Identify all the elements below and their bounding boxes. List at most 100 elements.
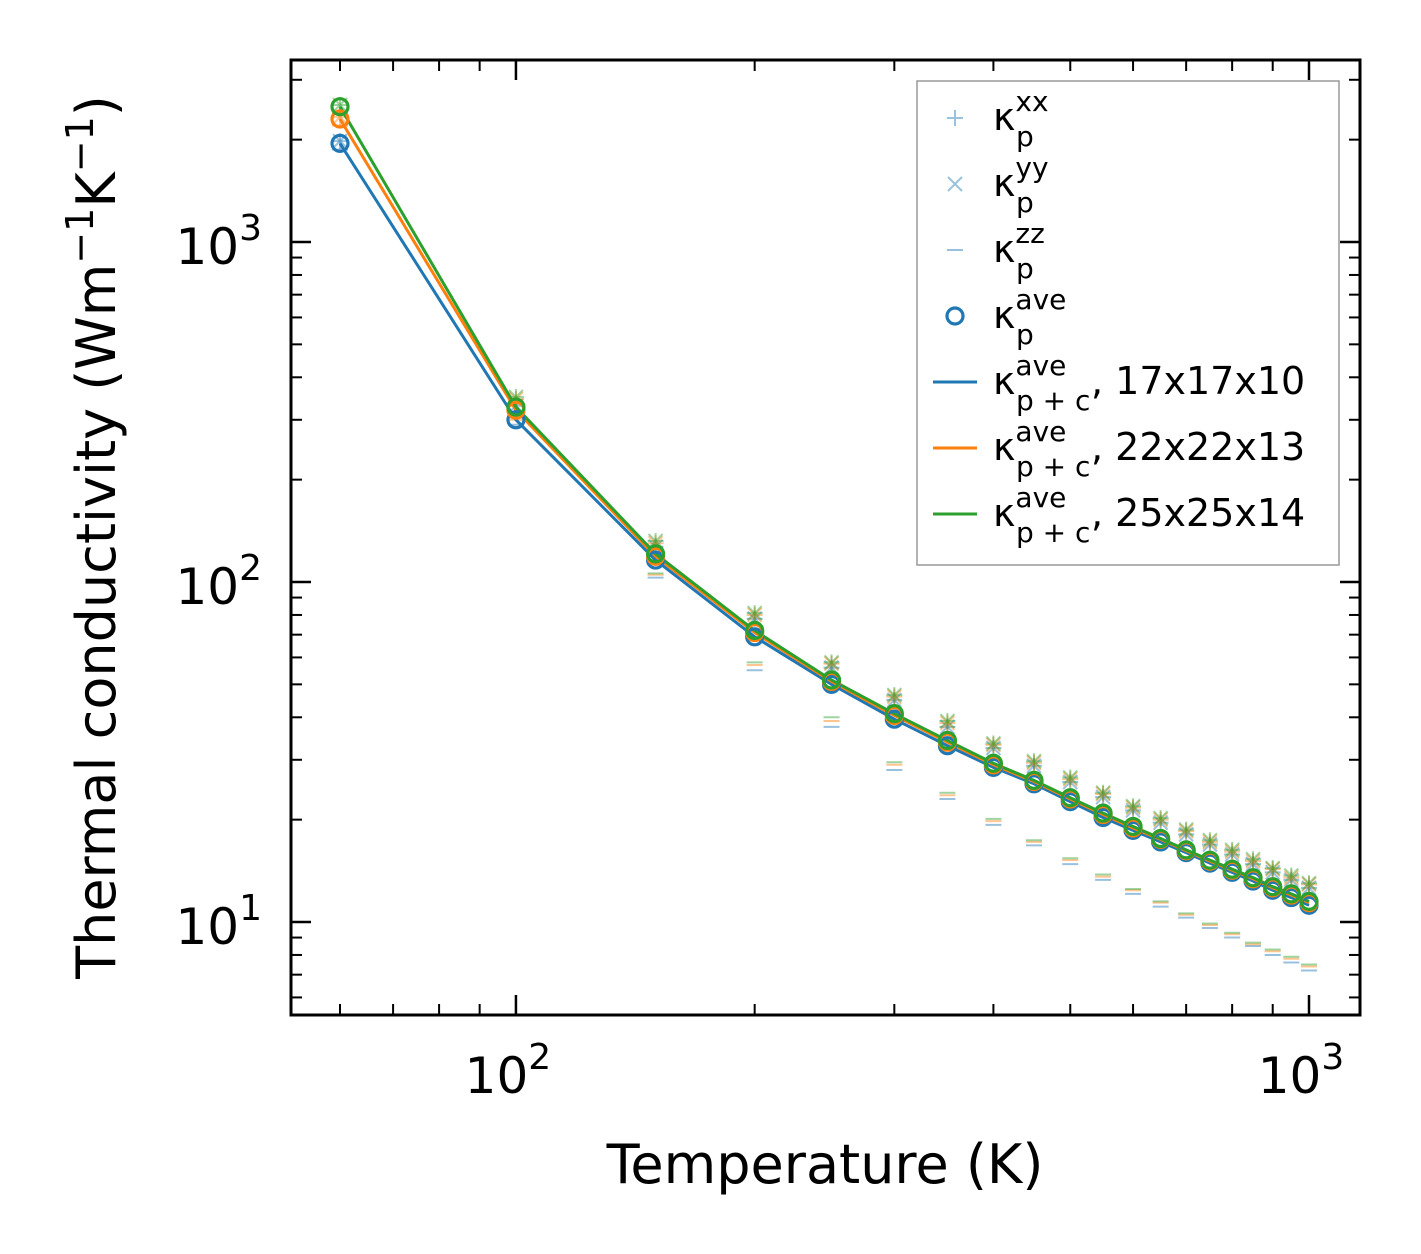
y-tick-label: 102 — [175, 548, 262, 616]
x-tick-label: 102 — [465, 1037, 552, 1105]
kappa-yy-point — [939, 719, 956, 735]
kappa-yy-point — [1301, 875, 1317, 891]
kappa-xx-point — [823, 654, 840, 671]
kappa-yy-point — [1152, 814, 1169, 831]
kappa-xx-point — [1178, 821, 1195, 838]
kappa-yy-point — [746, 607, 763, 623]
major-ticks — [291, 60, 1360, 1015]
kappa-yy-point — [886, 687, 903, 703]
series-25x25x14 — [332, 96, 1317, 966]
series-22x22x13 — [332, 109, 1317, 968]
kappa-yy-point — [1178, 826, 1194, 843]
kappa-yy-point — [1125, 802, 1141, 819]
kappa-pc-line-25x25x14 — [338, 105, 1310, 903]
kappa-yy-point — [1224, 843, 1240, 860]
kappa-yy-point — [1283, 869, 1300, 886]
kappa-ave-point — [1123, 816, 1143, 837]
kappa-xx-point — [1152, 814, 1169, 831]
kappa-ave-point — [1060, 788, 1080, 808]
y-tick-label: 103 — [175, 208, 262, 276]
kappa-ave-point — [1151, 828, 1171, 849]
kappa-xx-point — [1152, 811, 1169, 828]
kappa-yy-point — [1026, 755, 1042, 771]
kappa-ave-point — [745, 620, 765, 641]
legend-label: κave p + c, 25x25x14 — [993, 481, 1305, 549]
kappa-xx-point — [1301, 876, 1317, 893]
legend-label: κave p + c, 22x22x13 — [993, 415, 1305, 483]
kappa-xx-point — [886, 688, 903, 705]
kappa-xx-point — [1062, 771, 1079, 788]
kappa-ave-point — [1024, 770, 1044, 790]
kappa-ave-point — [645, 544, 666, 564]
kappa-xx-point — [985, 735, 1002, 752]
kappa-xx-point — [1283, 867, 1300, 884]
kappa-yy-point — [746, 605, 763, 621]
kappa-yy-point — [1202, 836, 1218, 853]
kappa-yy-point — [1283, 867, 1300, 884]
legend-label: κxx p — [993, 85, 1049, 153]
kappa-xx-point — [939, 713, 956, 730]
y-tick-label: 101 — [175, 888, 262, 956]
kappa-xx-point — [1224, 841, 1241, 858]
kappa-yy-point — [1125, 799, 1141, 816]
kappa-yy-point — [1095, 786, 1111, 802]
y-axis-label-exp2: −1 — [58, 116, 102, 172]
kappa-yy-point — [1265, 861, 1281, 877]
kappa-yy-point — [1224, 842, 1240, 858]
y-axis-label-base: Thermal conductivity (Wm — [65, 264, 128, 980]
kappa-xx-point — [886, 687, 903, 704]
legend-label: κzz p — [993, 217, 1045, 285]
kappa-xx-point — [1152, 810, 1169, 827]
y-axis-label-close: ) — [65, 95, 128, 116]
legend-cross-marker — [947, 176, 963, 192]
plot-frame — [289, 58, 1362, 1017]
kappa-yy-point — [1265, 860, 1281, 876]
kappa-yy-point — [1152, 811, 1169, 828]
y-axis-label: Thermal conductivity (Wm−1K−1) — [58, 95, 128, 980]
kappa-yy-point — [1095, 785, 1111, 801]
kappa-xx-point — [1245, 851, 1262, 868]
kappa-xx-point — [1125, 798, 1142, 815]
kappa-xx-point — [1283, 869, 1300, 886]
legend-label: κave p + c, 17x17x10 — [993, 349, 1305, 417]
kappa-yy-point — [985, 740, 1002, 756]
kappa-yy-point — [1202, 834, 1218, 850]
y-axis-label-unit: K — [65, 171, 128, 208]
kappa-xx-point — [985, 739, 1002, 756]
kappa-xx-point — [746, 605, 763, 622]
kappa-yy-point — [1026, 753, 1042, 769]
x-tick-label: 103 — [1258, 1037, 1345, 1105]
kappa-yy-point — [1245, 853, 1261, 869]
kappa-xx-point — [985, 736, 1002, 753]
plot-marks — [330, 96, 1319, 972]
kappa-yy-point — [1178, 821, 1194, 838]
kappa-yy-point — [823, 654, 840, 671]
y-axis-label-exp1: −1 — [58, 208, 102, 264]
kappa-yy-point — [1062, 771, 1078, 787]
legend-plus-marker — [947, 110, 963, 126]
kappa-xx-point — [939, 714, 956, 731]
kappa-yy-point — [1265, 864, 1281, 881]
kappa-yy-point — [1178, 823, 1194, 839]
kappa-yy-point — [886, 688, 903, 705]
kappa-xx-point — [1201, 832, 1218, 849]
legend-label: κyy p — [993, 151, 1049, 219]
kappa-xx-point — [1301, 875, 1317, 892]
kappa-xx-point — [1125, 799, 1142, 816]
kappa-xx-point — [1062, 769, 1079, 786]
kappa-ave-point — [1200, 850, 1220, 870]
kappa-ave-point — [884, 704, 904, 724]
kappa-yy-point — [1245, 856, 1261, 872]
kappa-xx-point — [1264, 860, 1281, 877]
kappa-ave-point — [1222, 859, 1242, 879]
kappa-xx-point — [746, 606, 763, 623]
legend-circle-marker — [945, 306, 965, 326]
kappa-xx-point — [1201, 836, 1218, 853]
kappa-xx-point — [1025, 754, 1042, 771]
kappa-ave-point — [330, 109, 350, 129]
kappa-xx-point — [1201, 833, 1218, 850]
kappa-yy-point — [1224, 846, 1240, 863]
kappa-xx-point — [1264, 861, 1281, 878]
y-tick-labels: 101 102 103 — [175, 208, 262, 956]
